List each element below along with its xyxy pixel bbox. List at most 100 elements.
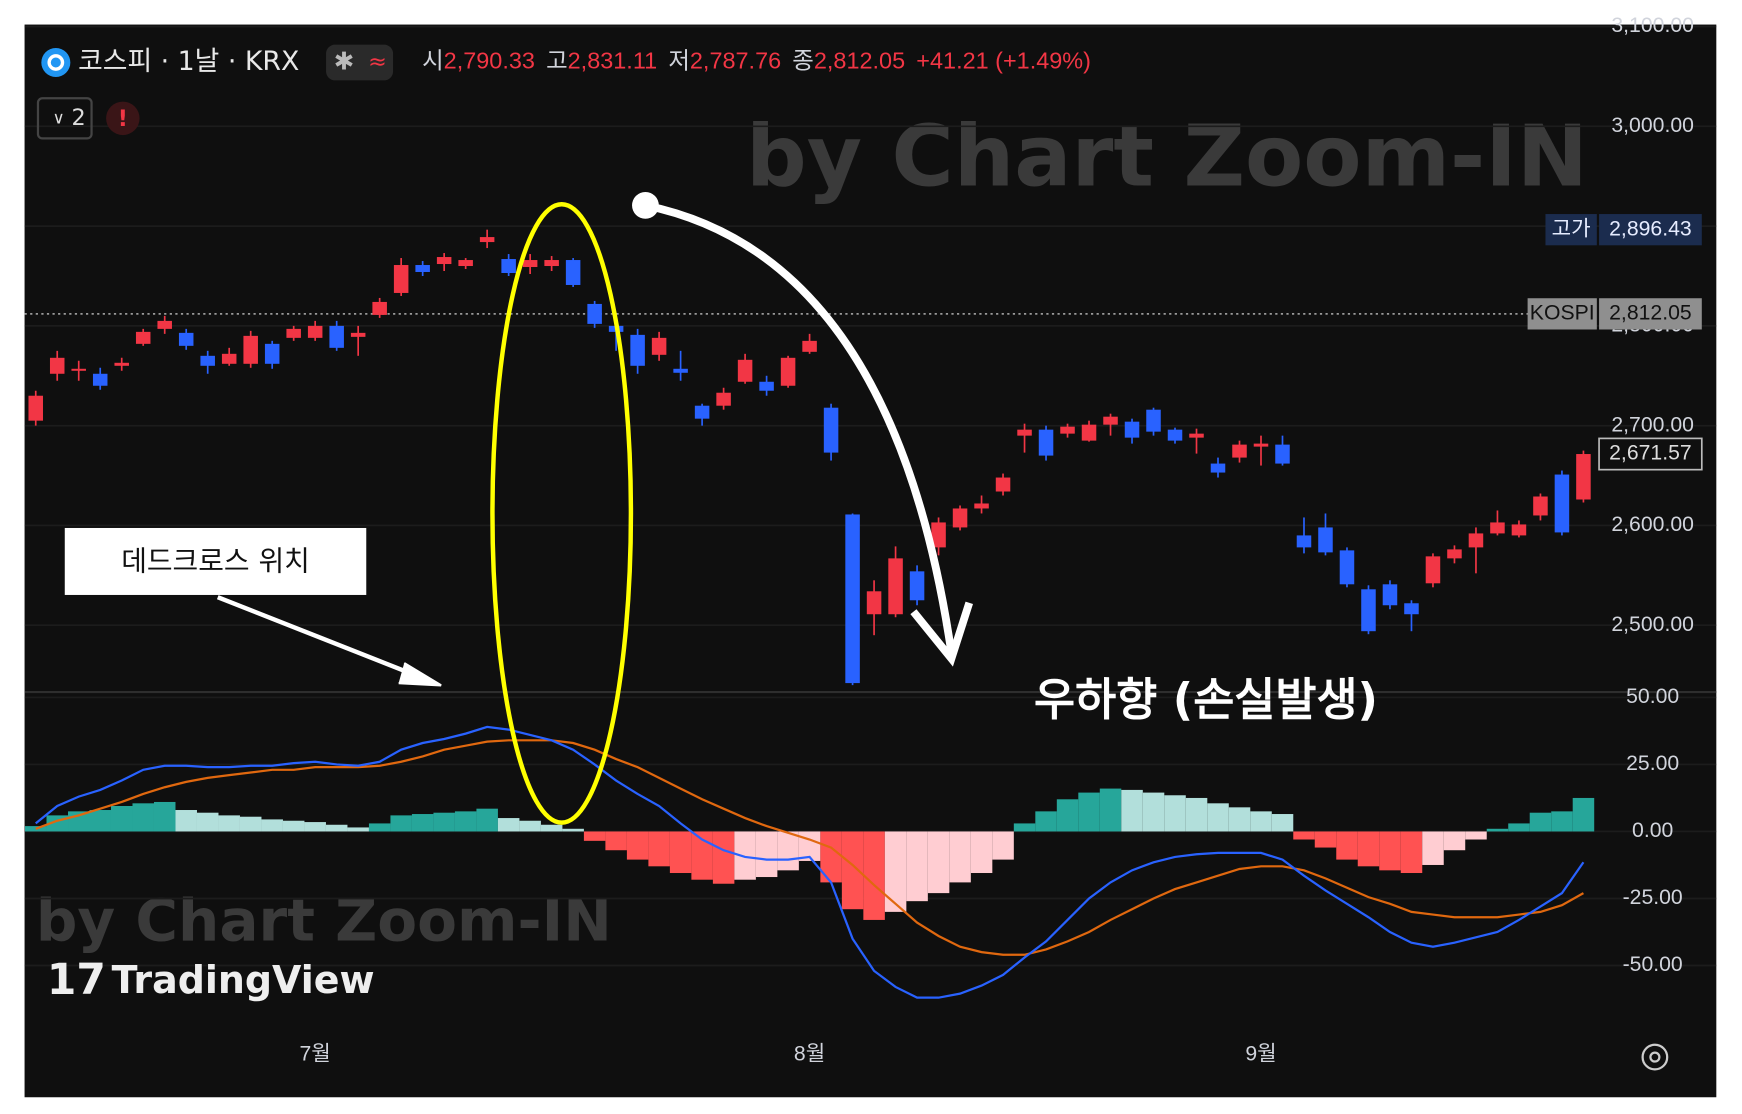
watermark: by Chart Zoom-IN [746, 107, 1588, 206]
candle-body [630, 334, 645, 366]
candle-body [49, 357, 65, 374]
price-marker-box [1599, 214, 1702, 246]
histogram-bar [1078, 792, 1100, 832]
histogram-bar [196, 812, 219, 832]
histogram-bar [648, 831, 670, 867]
y-tick-label: 2,600.00 [1611, 513, 1694, 536]
price-marker-name: 고가 [1552, 216, 1591, 240]
histogram-bar [1142, 792, 1165, 832]
candle-body [1490, 522, 1505, 534]
histogram-bar [626, 831, 649, 860]
candle-body [1576, 454, 1591, 500]
header: 코스피 · 1날 · KRX ✱ ≈ 시2,790.33 고2,831.11 저2,… [36, 44, 1091, 140]
price-marker-label: 2,812.05 [1609, 301, 1692, 324]
axis: 2,500.002,600.002,700.002,800.002,900.00… [300, 14, 1703, 1065]
histogram-bar [1271, 814, 1294, 832]
histogram-bar [1293, 831, 1315, 840]
histogram-bar [1013, 823, 1036, 832]
price-marker-box [1598, 437, 1703, 471]
candle-body [1210, 463, 1226, 473]
candle-body [522, 260, 538, 268]
status-badge[interactable] [326, 44, 394, 81]
ohlc-value: 2,831.11 [568, 48, 658, 74]
candle-body [1253, 443, 1269, 447]
histogram-bar [863, 831, 885, 920]
candle-body [1468, 533, 1484, 548]
histogram-bar [1379, 831, 1401, 871]
histogram-bar [347, 827, 369, 832]
brand: 17 TradingView [47, 956, 375, 1005]
price-marker-name: KOSPI [1530, 301, 1595, 324]
histogram-bar [540, 824, 563, 832]
brand-name: TradingView [112, 958, 375, 1002]
candle-body [1232, 444, 1247, 458]
histogram-bar [218, 815, 240, 832]
candle-body [909, 571, 925, 601]
candle-body [1511, 524, 1527, 536]
ohlc-label: 저 [668, 48, 690, 74]
candle-body [716, 392, 731, 406]
histogram-bar [734, 831, 756, 880]
ohlc-change: +41.21 (+1.49%) [916, 48, 1091, 74]
histogram-bar [454, 811, 477, 832]
candle-body [952, 508, 968, 528]
histogram-bar [110, 805, 133, 832]
annotations: 데드크로스 위치 우하향 (손실발생) [64, 191, 1378, 825]
candle-body [135, 331, 151, 344]
candle-body [1533, 496, 1548, 516]
watermark: by Chart Zoom-IN [36, 886, 612, 954]
trend-arrow [644, 201, 956, 654]
price-marker-name-box [1527, 298, 1597, 330]
histogram-bar [1228, 807, 1251, 832]
candle-body [1447, 549, 1462, 559]
candle-body [1146, 409, 1161, 432]
note-arrowhead [398, 662, 442, 687]
candle-body [1189, 433, 1204, 438]
histogram-bar [1551, 811, 1573, 832]
highlight-ellipse [490, 202, 634, 825]
candle-body [845, 514, 860, 684]
indicator-toggle[interactable] [36, 97, 93, 140]
candle-body [350, 332, 366, 337]
candle-body [71, 368, 86, 371]
chevron: ∨ [52, 107, 64, 127]
histogram-bar [755, 831, 778, 878]
histogram-bar [1314, 831, 1337, 848]
candle-body [802, 340, 817, 352]
histogram-bar [1121, 789, 1143, 832]
brand-logo: 17 [47, 956, 106, 1005]
histogram-bar [1056, 799, 1079, 832]
y-tick-label: 50.00 [1626, 685, 1679, 708]
settings-icon[interactable] [1641, 1043, 1669, 1071]
histogram-bar [777, 831, 799, 871]
histogram-bar [368, 823, 391, 832]
ohlc-value: 2,812.05 [814, 48, 905, 74]
candle-body [737, 359, 753, 382]
histogram-bar [1400, 831, 1423, 874]
candle-body [651, 337, 667, 355]
histogram-bar [1185, 797, 1208, 832]
candle-body [458, 260, 473, 267]
price-marker-label: 2,896.43 [1609, 217, 1692, 240]
candle-body [587, 303, 602, 324]
y-tick-label: 2,500.00 [1611, 613, 1694, 636]
histogram-bar [1250, 811, 1272, 832]
price-marker-box [1599, 298, 1702, 330]
histogram-bar [153, 801, 176, 832]
candle-body [823, 407, 839, 453]
note-arrow [216, 595, 431, 683]
alert-icon[interactable] [106, 101, 140, 136]
histogram-bar [1422, 831, 1444, 865]
histogram-bar [562, 828, 584, 832]
candle-body [200, 355, 215, 366]
histogram-bar [841, 831, 864, 910]
candle-body [1404, 603, 1419, 615]
histogram-bar [1164, 795, 1186, 832]
histogram-bar [884, 831, 907, 912]
status-icon: ✱ [334, 47, 355, 76]
histogram-bar [89, 810, 111, 832]
candle-body [995, 477, 1011, 492]
ohlc: 시2,790.33 고2,831.11 저2,787.76 종2,812.05 +41.… [422, 48, 1091, 74]
